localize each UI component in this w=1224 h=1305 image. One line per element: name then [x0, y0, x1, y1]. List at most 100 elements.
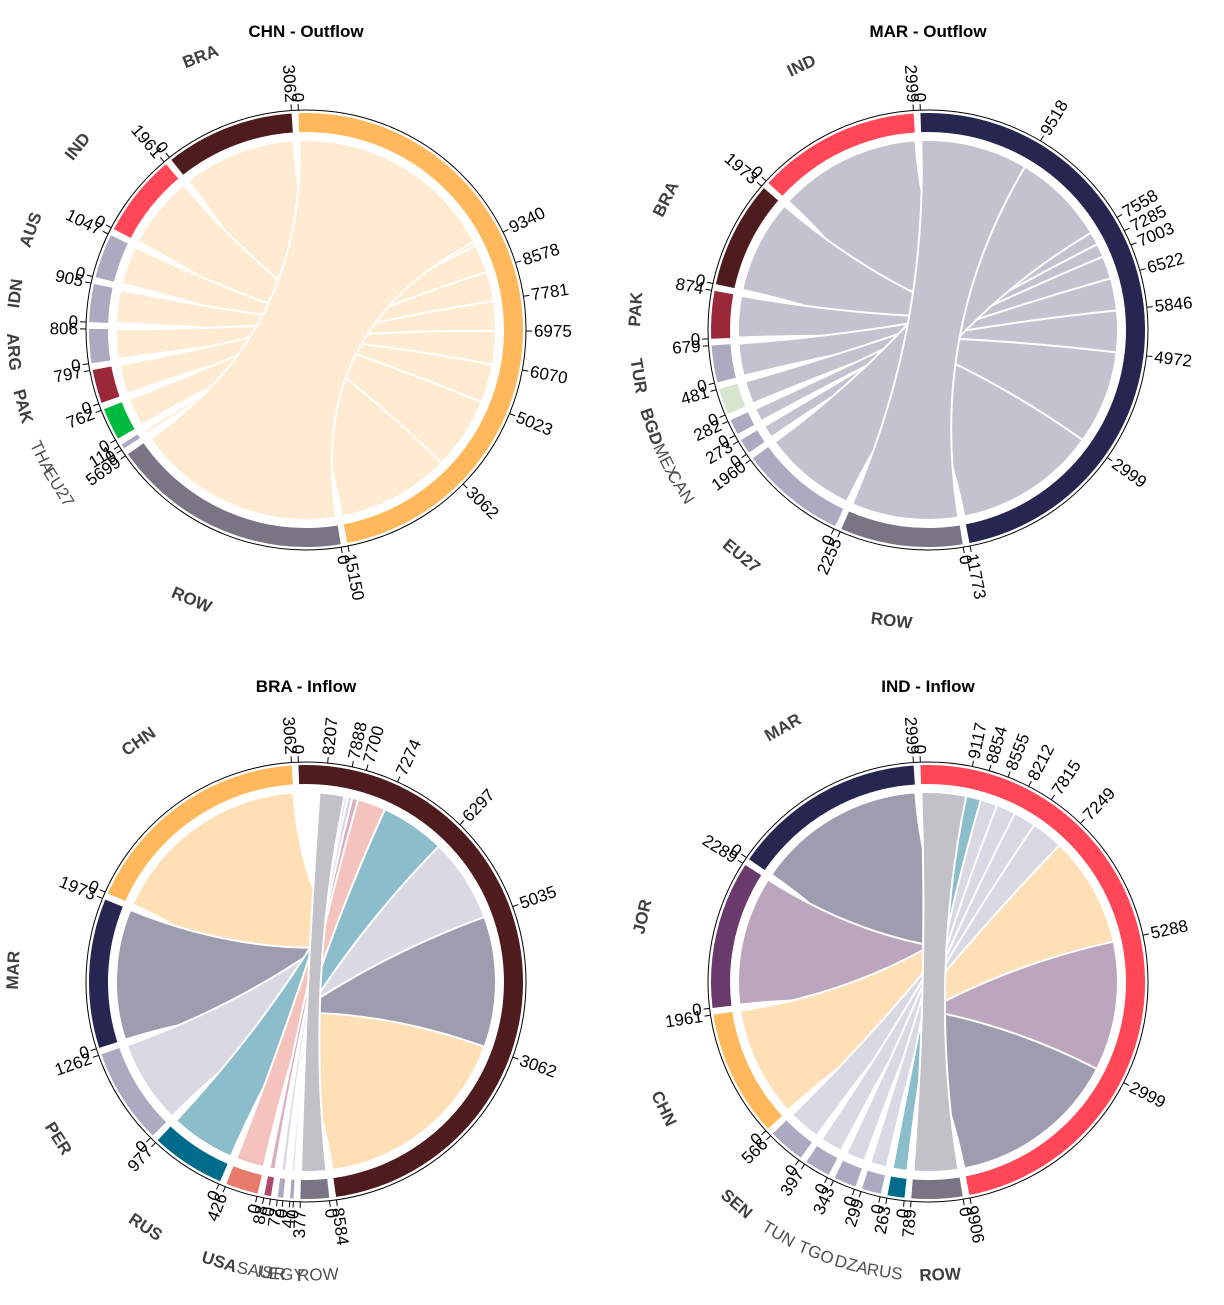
sectors — [710, 764, 1145, 1199]
tick-label: 2999 — [1108, 454, 1150, 491]
tick-label: 0 — [272, 1208, 292, 1219]
tick-mark — [903, 1200, 905, 1207]
sector-label-row: ROW — [919, 1264, 962, 1285]
sector-idn — [89, 283, 113, 323]
tick-label: 0 — [70, 356, 82, 376]
tick-mark — [110, 439, 116, 444]
chord-root: 01177302255ROW01960EU270273CAN0282MEX048… — [625, 51, 1193, 633]
tick-label: 0 — [91, 211, 108, 232]
tick-mark — [1124, 227, 1130, 232]
tick-mark — [708, 382, 715, 386]
sector-label-idn: IDN — [4, 278, 27, 309]
sector-rus — [887, 1176, 907, 1198]
tick-mark — [159, 156, 165, 163]
tick-label: 0 — [694, 271, 707, 292]
links — [114, 139, 498, 521]
tick-mark — [858, 1191, 862, 1198]
tick-mark — [113, 445, 120, 450]
tick-mark — [146, 1137, 151, 1143]
sector-jor — [710, 864, 762, 1009]
tick-label: 797 — [52, 363, 83, 387]
sector-label-jor: JOR — [629, 898, 655, 936]
tick-mark — [732, 441, 739, 445]
tick-mark — [329, 1200, 331, 1207]
sector-usa — [226, 1166, 262, 1194]
tick-mark — [120, 455, 126, 460]
chord-panel-ind-inflow: IND - Inflow 0 9906 0 789 ROW 0 263 RUS 0 299 DZA 0… — [612, 652, 1224, 1304]
tick-mark — [82, 363, 89, 366]
tick-mark — [102, 230, 109, 235]
tick-label: 3062 — [279, 716, 300, 755]
tick-mark — [151, 1142, 156, 1148]
tick-label: 679 — [672, 337, 702, 358]
tick-mark — [502, 228, 509, 233]
tick-label: 2999 — [901, 64, 922, 103]
tick-mark — [99, 889, 106, 893]
chord-diagram-ind-inflow: IND - Inflow 099060789ROW0263RUS0299DZA0… — [629, 677, 1190, 1285]
tick-mark — [885, 1198, 888, 1205]
tick-label: 0 — [691, 1000, 703, 1020]
tick-mark — [90, 1048, 97, 1052]
sector-label-bra: BRA — [649, 178, 682, 219]
sector-label-rus: RUS — [866, 1260, 904, 1284]
tick-mark — [1116, 213, 1123, 218]
tick-label: 7781 — [530, 280, 570, 305]
tick-mark — [85, 281, 92, 284]
tick-mark — [962, 1199, 965, 1206]
sector-sau — [264, 1176, 275, 1197]
tick-label: 88 — [249, 1204, 271, 1226]
tick-mark — [737, 859, 743, 864]
sector-eu27 — [752, 446, 844, 527]
sectors — [88, 112, 523, 548]
chord-diagram-chn-outflow: CHN - Outflow 01515005699ROW0111EU270762… — [3, 22, 572, 617]
sector-row — [127, 443, 341, 548]
sector-tha — [103, 402, 135, 439]
tick-mark — [515, 260, 522, 264]
sector-label-eu27: EU27 — [719, 535, 764, 577]
tick-label: 0 — [690, 330, 700, 349]
sector-ind — [113, 164, 179, 238]
tick-label: 7249 — [1079, 784, 1119, 824]
tick-mark — [722, 420, 729, 425]
tick-label: 9340 — [506, 203, 548, 237]
sector-bra — [715, 188, 779, 289]
tick-label: 0 — [203, 1188, 224, 1204]
sector-tun — [806, 1145, 838, 1175]
tick-label: 3062 — [279, 64, 300, 103]
sector-label-tgo: TGO — [795, 1237, 836, 1269]
tick-label: 806 — [50, 319, 78, 338]
tick-mark — [830, 528, 835, 535]
tick-label: 874 — [674, 274, 705, 298]
tick-mark — [729, 435, 736, 439]
tick-mark — [222, 1186, 226, 1193]
tick-mark — [1146, 355, 1153, 358]
tick-mark — [276, 1200, 278, 1207]
tick-mark — [1050, 794, 1056, 801]
tick-label: 8578 — [520, 240, 562, 270]
sector-label-per: PER — [41, 1119, 76, 1159]
sector-label-row: ROW — [169, 583, 216, 617]
axis-circle — [707, 109, 1149, 551]
tick-mark — [705, 288, 712, 291]
link-ind-row — [912, 791, 968, 1173]
tick-mark — [523, 294, 530, 297]
tick-label: 3062 — [517, 1051, 559, 1082]
tick-mark — [262, 1197, 265, 1204]
tick-mark — [509, 413, 516, 417]
sector-label-rus: RUS — [125, 1209, 165, 1245]
tick-mark — [86, 274, 93, 277]
tick-mark — [512, 904, 519, 908]
sector-aus — [95, 235, 128, 282]
tick-label: 0 — [695, 376, 709, 397]
tick-mark — [765, 1135, 771, 1141]
tick-label: 0 — [85, 876, 101, 897]
tick-label: 5288 — [1149, 916, 1190, 943]
sector-row — [300, 1178, 330, 1200]
tick-label: 0 — [288, 744, 307, 754]
tick-label: 47 — [278, 1209, 298, 1229]
tick-label: 9518 — [1036, 97, 1072, 139]
tick-label: 4972 — [1153, 347, 1193, 370]
tick-mark — [824, 1177, 828, 1184]
tick-mark — [459, 820, 465, 826]
tick-label: 2999 — [901, 716, 922, 755]
